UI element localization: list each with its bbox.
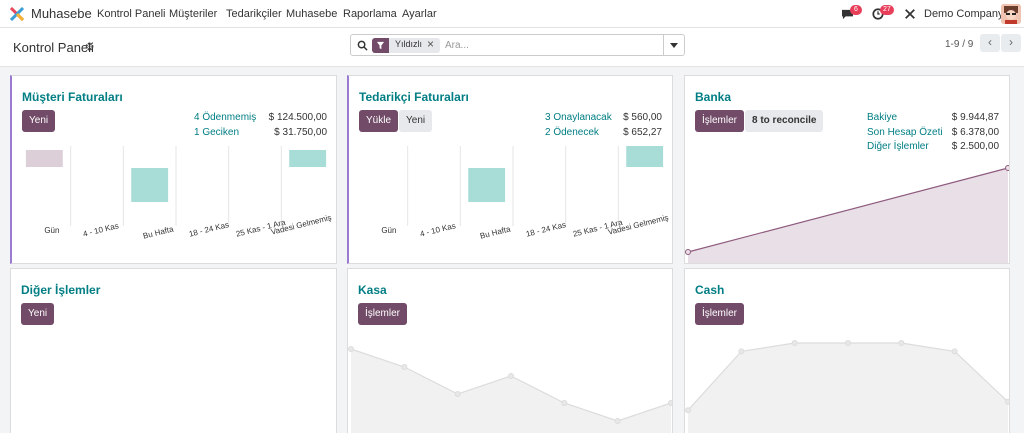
misc-operations-title[interactable]: Diğer İşlemler: [21, 283, 101, 297]
chart-tick-label: Bu Hafta: [141, 224, 175, 241]
customer-invoices-unpaid-link[interactable]: 4 Ödenmemiş: [194, 112, 257, 123]
control-panel: Kontrol Paneli Yıldızlı × 1-9 / 9 ‹ ›: [0, 28, 1024, 67]
misc-operations-new-button[interactable]: Yeni: [21, 303, 55, 325]
vendor-bills-to-validate-amount: $ 560,00: [623, 112, 662, 123]
menu-musteriler[interactable]: Müşteriler: [169, 8, 218, 20]
chart-tick-label: Gün: [381, 226, 397, 235]
vendor-bills-bar-chart[interactable]: [355, 146, 671, 226]
search-divider: [663, 35, 664, 55]
chart-bar[interactable]: [25, 150, 63, 167]
menu-tedarikciler[interactable]: Tedarikçiler: [226, 8, 282, 20]
chart-point[interactable]: [791, 340, 798, 346]
bank-last-statement-link[interactable]: Son Hesap Özeti: [867, 127, 943, 138]
chart-point[interactable]: [951, 348, 958, 355]
search-input[interactable]: [445, 38, 645, 52]
search-options-chevron-down-icon[interactable]: [670, 43, 678, 48]
filter-funnel-icon: [376, 41, 385, 50]
bank-line-chart[interactable]: [685, 156, 1010, 264]
cash-card: Cash İşlemler: [684, 268, 1010, 433]
vendor-bills-to-validate-link[interactable]: 3 Onaylanacak: [545, 112, 612, 123]
company-switcher[interactable]: Demo Company: [924, 8, 1004, 20]
customer-invoices-bar-chart[interactable]: [18, 146, 334, 226]
vendor-bills-card: Tedarikçi Faturaları Yükle Yeni 3 Onayla…: [347, 75, 673, 264]
chart-area-fill: [688, 343, 1008, 433]
page-title: Kontrol Paneli: [13, 40, 94, 55]
app-name[interactable]: Muhasebe: [31, 6, 92, 21]
messages-badge: 6: [850, 5, 862, 15]
kasa-transactions-button[interactable]: İşlemler: [358, 303, 408, 325]
chart-point[interactable]: [614, 418, 621, 424]
vendor-bills-title[interactable]: Tedarikçi Faturaları: [359, 90, 469, 104]
pager-value[interactable]: 1-9 / 9: [945, 39, 974, 50]
menu-kontrol-paneli[interactable]: Kontrol Paneli: [97, 8, 166, 20]
filter-facet-icon-box: [372, 38, 389, 53]
bank-misc-operations-link[interactable]: Diğer İşlemler: [867, 141, 929, 152]
chart-area-fill: [351, 349, 671, 433]
chart-series-line: [687, 167, 1009, 253]
bank-title[interactable]: Banka: [695, 90, 732, 104]
menu-raporlama[interactable]: Raporlama: [343, 8, 397, 20]
customer-invoices-card: Müşteri Faturaları Yeni 4 Ödenmemiş $ 12…: [10, 75, 337, 264]
pager-next-button[interactable]: ›: [1001, 34, 1021, 52]
chart-tick-label: Gün: [44, 226, 60, 235]
filter-facet: Yıldızlı ×: [372, 37, 440, 53]
vendor-bills-upload-button[interactable]: Yükle: [359, 110, 399, 132]
misc-operations-card: Diğer İşlemler Yeni: [10, 268, 337, 433]
chart-point[interactable]: [561, 400, 568, 406]
menu-ayarlar[interactable]: Ayarlar: [402, 8, 437, 20]
customer-invoices-title[interactable]: Müşteri Faturaları: [22, 90, 123, 104]
chart-point[interactable]: [845, 340, 851, 346]
chart-bar[interactable]: [468, 168, 506, 202]
cash-line-chart[interactable]: [685, 339, 1010, 433]
chart-point[interactable]: [898, 340, 905, 346]
bank-balance-amount: $ 9.944,87: [951, 112, 999, 123]
chart-point[interactable]: [401, 364, 408, 370]
chart-point[interactable]: [348, 346, 354, 352]
chart-point[interactable]: [685, 407, 691, 414]
chart-bar[interactable]: [131, 168, 169, 202]
filter-facet-label: Yıldızlı: [395, 39, 423, 49]
user-avatar[interactable]: [1001, 4, 1021, 24]
vendor-bills-to-pay-link[interactable]: 2 Ödenecek: [545, 127, 599, 138]
kasa-title[interactable]: Kasa: [358, 283, 387, 297]
bank-transactions-button[interactable]: İşlemler: [695, 110, 745, 132]
vendor-bills-to-pay-amount: $ 652,27: [623, 127, 662, 138]
chart-area-fill: [688, 168, 1008, 263]
search-bar: Yıldızlı ×: [350, 34, 685, 56]
bank-reconcile-button[interactable]: 8 to reconcile: [745, 110, 824, 132]
chart-point[interactable]: [1005, 398, 1011, 405]
bank-last-statement-amount: $ 6.378,00: [951, 127, 999, 138]
tools-icon[interactable]: [904, 8, 916, 20]
top-navbar: Muhasebe Kontrol Paneli Müşteriler Tedar…: [0, 0, 1024, 28]
settings-gear-icon[interactable]: [85, 42, 94, 51]
customer-invoices-overdue-amount: $ 31.750,00: [274, 127, 327, 138]
kasa-line-chart[interactable]: [348, 339, 673, 433]
avatar-face-icon: [1001, 4, 1021, 24]
activities-badge: 27: [880, 5, 894, 15]
chart-bar[interactable]: [626, 146, 664, 167]
chart-point[interactable]: [454, 391, 461, 397]
chart-point[interactable]: [738, 348, 745, 355]
chart-point[interactable]: [685, 249, 691, 255]
chart-point[interactable]: [1005, 165, 1011, 171]
customer-invoices-unpaid-amount: $ 124.500,00: [268, 112, 327, 123]
app-logo-icon[interactable]: [10, 7, 24, 21]
bank-misc-operations-amount: $ 2.500,00: [951, 141, 999, 152]
chart-point[interactable]: [508, 373, 514, 379]
cash-title[interactable]: Cash: [695, 283, 725, 297]
customer-invoices-overdue-link[interactable]: 1 Geciken: [194, 127, 240, 138]
bank-balance-link[interactable]: Bakiye: [867, 112, 898, 123]
search-icon[interactable]: [357, 40, 368, 51]
bank-card: Banka İşlemler 8 to reconcile Bakiye $ 9…: [684, 75, 1010, 264]
pager-previous-button[interactable]: ‹: [980, 34, 1000, 52]
customer-invoices-new-button[interactable]: Yeni: [22, 110, 56, 132]
kasa-card: Kasa İşlemler: [347, 268, 673, 433]
cash-transactions-button[interactable]: İşlemler: [695, 303, 745, 325]
chart-tick-label: Bu Hafta: [478, 224, 512, 241]
remove-facet-close-icon[interactable]: ×: [427, 37, 435, 51]
chart-point[interactable]: [668, 400, 674, 406]
vendor-bills-new-button[interactable]: Yeni: [399, 110, 433, 132]
menu-muhasebe[interactable]: Muhasebe: [286, 8, 338, 20]
chart-bar[interactable]: [289, 150, 327, 167]
